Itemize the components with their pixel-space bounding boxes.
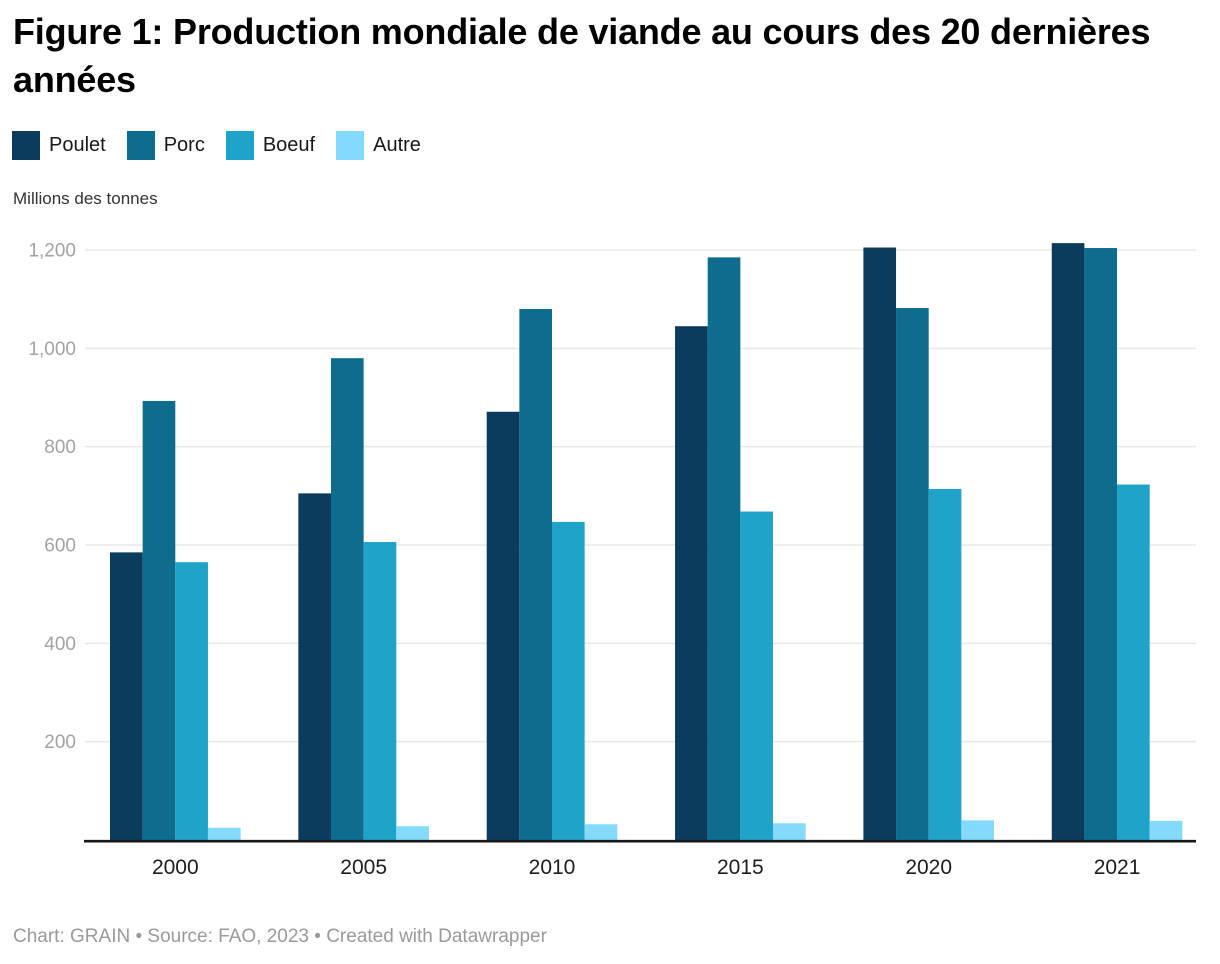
bar-boeuf-2000[interactable] (175, 562, 208, 840)
bar-poulet-2021[interactable] (1051, 243, 1085, 840)
legend-label: Boeuf (262, 134, 316, 156)
bar-poulet-2005[interactable] (298, 493, 331, 841)
legend-item-poulet: Poulet (12, 131, 106, 160)
legend-label: Autre (373, 134, 421, 156)
bar-boeuf-2021[interactable] (1117, 484, 1150, 840)
bar-poulet-2020[interactable] (863, 247, 897, 841)
x-tick-label: 2000 (152, 856, 199, 879)
x-tick-label: 2010 (529, 856, 576, 879)
bar-boeuf-2010[interactable] (552, 521, 585, 840)
attribution-footer: Chart: GRAIN • Source: FAO, 2023 • Creat… (13, 926, 547, 947)
bar-autre-2000[interactable] (207, 827, 241, 840)
x-tick-label: 2020 (905, 856, 952, 879)
bar-autre-2021[interactable] (1149, 820, 1183, 840)
bar-boeuf-2005[interactable] (363, 542, 397, 840)
legend-item-boeuf: Boeuf (225, 131, 316, 160)
bar-porc-2020[interactable] (896, 308, 929, 840)
bar-poulet-2000[interactable] (110, 552, 143, 841)
bar-autre-2005[interactable] (396, 826, 429, 840)
bar-poulet-2015[interactable] (675, 326, 708, 841)
x-tick-label: 2021 (1094, 856, 1141, 879)
bar-porc-2021[interactable] (1084, 248, 1118, 840)
chart-title: Figure 1: Production mondiale de viande … (13, 11, 1151, 100)
bar-boeuf-2015[interactable] (740, 511, 773, 840)
legend-label: Porc (163, 134, 205, 156)
legend-item-autre: Autre (336, 131, 421, 160)
bar-autre-2020[interactable] (961, 820, 994, 840)
bar-boeuf-2020[interactable] (928, 488, 962, 840)
bar-porc-2005[interactable] (331, 358, 364, 840)
legend-swatch (336, 131, 365, 160)
y-tick-label: 600 (44, 536, 76, 557)
bar-porc-2000[interactable] (142, 400, 176, 840)
legend-swatch (12, 131, 40, 160)
bar-porc-2010[interactable] (519, 309, 552, 840)
legend-item-porc: Porc (126, 131, 205, 160)
y-tick-label: 200 (44, 732, 76, 753)
y-tick-label: 800 (44, 437, 76, 458)
bar-porc-2015[interactable] (707, 257, 741, 841)
y-axis-unit-label: Millions des tonnes (13, 189, 158, 208)
legend-label: Poulet (49, 134, 106, 156)
x-tick-label: 2005 (340, 856, 387, 879)
y-tick-label: 1,200 (28, 241, 76, 262)
bar-autre-2010[interactable] (584, 824, 618, 840)
y-tick-label: 400 (44, 634, 76, 655)
bar-poulet-2010[interactable] (486, 411, 520, 840)
bar-autre-2015[interactable] (773, 823, 806, 840)
legend: Poulet Porc Boeuf Autre (12, 131, 442, 160)
legend-swatch (126, 131, 155, 160)
x-tick-label: 2015 (717, 856, 764, 879)
y-tick-label: 1,000 (28, 339, 76, 360)
legend-swatch (225, 131, 254, 160)
